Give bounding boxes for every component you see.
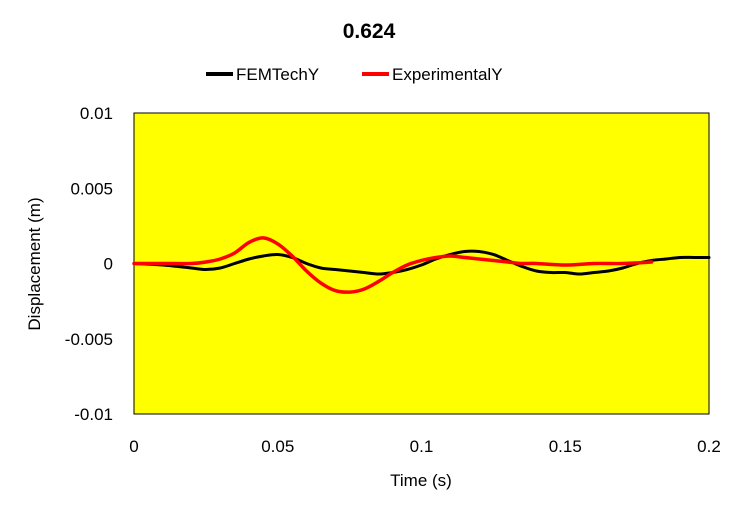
y-tick-label: 0 xyxy=(104,255,113,274)
x-tick-label: 0.15 xyxy=(549,437,582,456)
x-tick-label: 0.2 xyxy=(697,437,721,456)
chart-title: 0.624 xyxy=(343,20,396,43)
y-axis-ticks: 0.01 0.005 0 -0.005 -0.01 xyxy=(65,104,113,424)
legend: FEMTechY ExperimentalY xyxy=(206,65,503,84)
y-tick-label: -0.01 xyxy=(74,405,113,424)
x-axis-ticks: 0 0.05 0.1 0.15 0.2 xyxy=(129,437,721,456)
series-group xyxy=(132,236,711,294)
y-tick-label: 0.005 xyxy=(70,179,113,198)
y-tick-label: 0.01 xyxy=(80,104,113,123)
y-axis-title: Displacement (m) xyxy=(25,197,44,330)
x-tick-label: 0 xyxy=(129,437,138,456)
series-line-experimentaly xyxy=(132,236,654,294)
legend-label-experimentaly: ExperimentalY xyxy=(392,65,503,84)
x-axis-title: Time (s) xyxy=(390,471,452,490)
x-tick-label: 0.05 xyxy=(261,437,294,456)
x-tick-label: 0.1 xyxy=(410,437,434,456)
legend-label-femtechy: FEMTechY xyxy=(236,65,319,84)
y-tick-label: -0.005 xyxy=(65,330,113,349)
